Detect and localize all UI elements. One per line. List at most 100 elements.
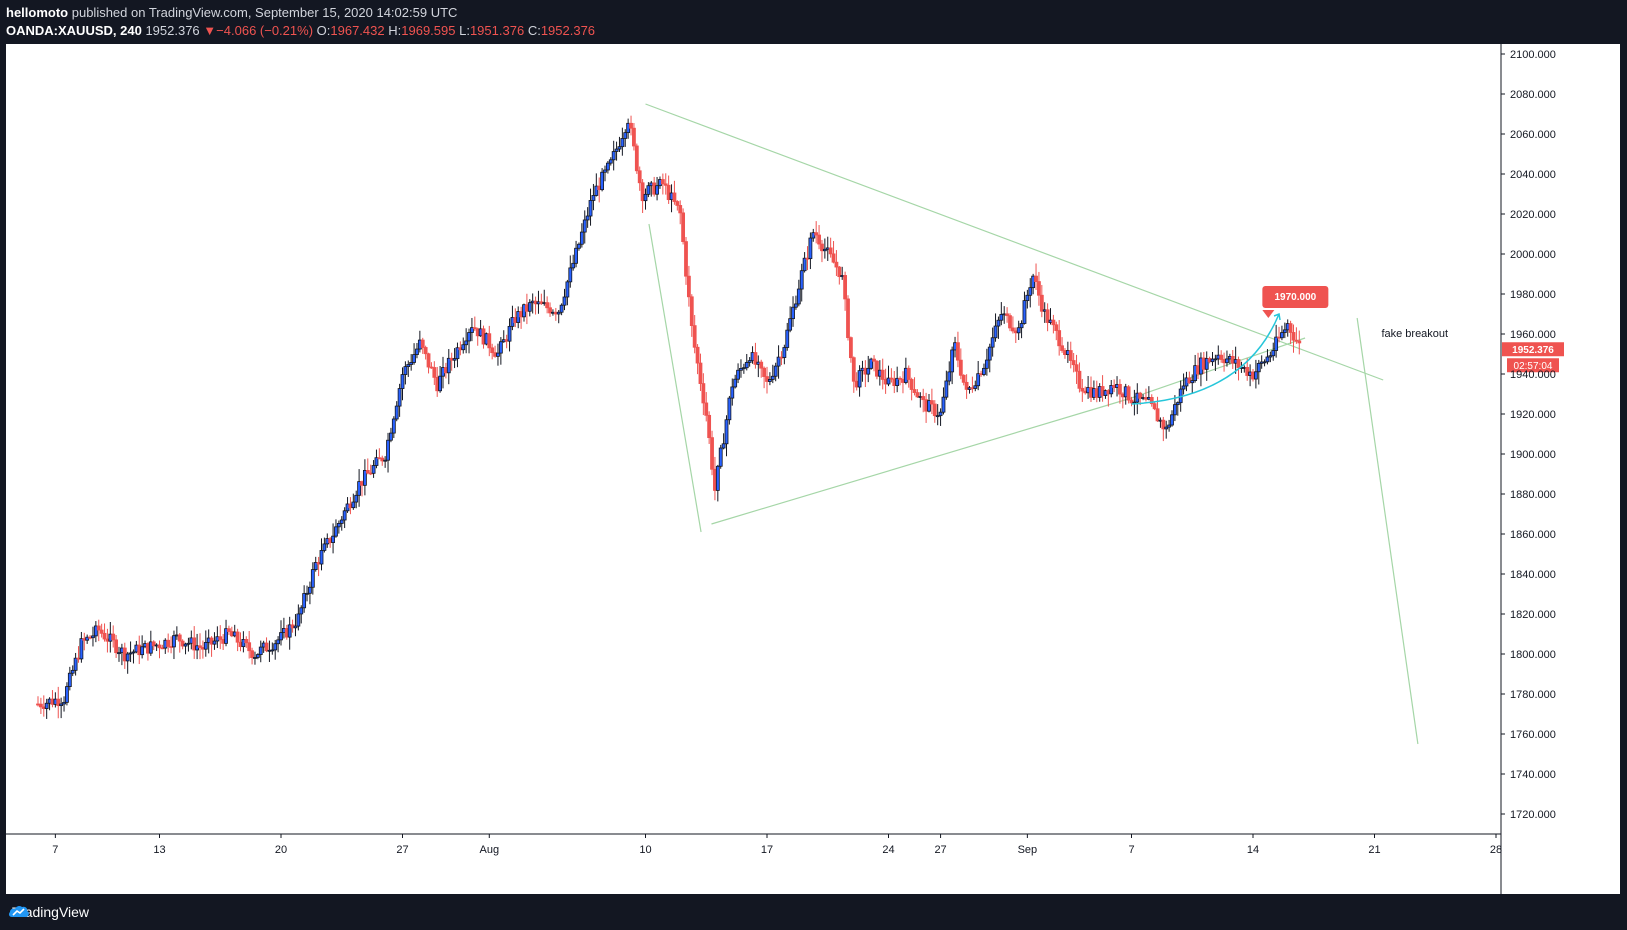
candle-body: [400, 374, 405, 389]
x-tick-label: 14: [1247, 844, 1259, 856]
trendline[interactable]: [711, 397, 1132, 525]
candle-body: [218, 636, 223, 640]
candle-body: [1190, 380, 1195, 384]
candle-body: [331, 535, 335, 543]
candle-body: [698, 362, 703, 384]
candle-body: [177, 634, 182, 642]
y-tick-label: 1860.000: [1510, 529, 1556, 541]
trendline[interactable]: [648, 223, 702, 533]
candle-body: [773, 365, 778, 377]
candle-body: [603, 169, 607, 173]
fake-breakout-note[interactable]: fake breakout: [1381, 328, 1448, 340]
y-tick-label: 2000.000: [1510, 249, 1556, 261]
candle-body: [131, 651, 136, 654]
x-tick-label: 21: [1368, 844, 1380, 856]
price-badge[interactable]: [1262, 286, 1329, 308]
y-tick-label: 1800.000: [1510, 649, 1556, 661]
candle-body: [851, 357, 856, 382]
candle-body: [308, 586, 312, 594]
trendline[interactable]: [645, 103, 1384, 381]
tradingview-logo[interactable]: TradingView: [8, 904, 89, 920]
candle-body: [814, 232, 819, 236]
candle-body: [1253, 371, 1258, 380]
candle-body: [828, 247, 833, 255]
down-triangle-icon: ▼: [203, 23, 217, 38]
projection-arrow[interactable]: [1131, 313, 1280, 405]
candle-body: [1280, 332, 1284, 339]
x-tick-label: 28: [1490, 844, 1502, 856]
candle-body: [588, 200, 593, 217]
candle-body: [186, 642, 191, 645]
candle-body: [1219, 354, 1224, 360]
low-value: 1951.376: [469, 23, 525, 38]
candle-body: [151, 641, 156, 647]
price-badge-label: 1970.000: [1274, 292, 1316, 303]
candle-body: [678, 205, 683, 214]
candle-body: [568, 267, 573, 283]
symbol-label[interactable]: OANDA:XAUUSD, 240: [6, 23, 142, 38]
candle-body: [973, 385, 978, 389]
candle-body: [660, 179, 665, 185]
candle-body: [148, 641, 153, 654]
annotations: 1970.000 fake breakout 1952.376 02:57:04: [1131, 286, 1564, 405]
author-name[interactable]: hellomoto: [6, 5, 69, 20]
trendline[interactable]: [1356, 317, 1419, 745]
candle-body: [371, 465, 376, 474]
x-tick-label: 24: [882, 844, 894, 856]
candle-body: [1034, 275, 1038, 282]
candle-body: [1068, 350, 1073, 361]
candle-body: [872, 358, 876, 362]
candle-body: [362, 470, 367, 486]
candle-body: [423, 347, 428, 355]
candle-body: [1126, 386, 1131, 401]
candle-body: [1109, 385, 1114, 395]
candle-body: [299, 607, 304, 615]
x-tick-label: 27: [396, 844, 408, 856]
candle-body: [310, 569, 315, 588]
candle-body: [736, 369, 740, 380]
candle-body: [767, 379, 772, 382]
candle-body: [695, 346, 700, 364]
candle-body: [1060, 345, 1064, 351]
candle-body: [255, 654, 260, 658]
candle-body: [302, 593, 307, 609]
x-tick-label: 13: [153, 844, 165, 856]
candle-body: [686, 275, 691, 298]
candle-body: [1028, 287, 1033, 296]
candle-body: [848, 337, 853, 359]
candle-body: [1057, 330, 1062, 347]
y-tick-label: 1780.000: [1510, 689, 1556, 701]
candle-body: [235, 631, 240, 643]
candle-body: [999, 314, 1004, 321]
candle-body: [99, 629, 104, 634]
candle-body: [276, 639, 281, 645]
candle-body: [1155, 408, 1160, 422]
candle-body: [527, 302, 532, 312]
candle-body: [822, 248, 827, 252]
price-change: −4.066 (−0.21%): [216, 23, 314, 38]
candle-body: [724, 419, 729, 445]
candle-body: [406, 364, 411, 367]
candle-body: [1170, 414, 1174, 426]
candle-body: [264, 642, 269, 652]
countdown-label: 02:57:04: [1514, 361, 1553, 372]
candle-body: [701, 383, 706, 404]
candle-body: [744, 362, 749, 369]
publish-text: published on TradingView.com, September …: [71, 5, 458, 20]
candle-body: [545, 302, 550, 309]
candle-body: [1045, 309, 1050, 323]
chart-area[interactable]: 1970.000 fake breakout 1952.376 02:57:04 17…: [6, 44, 1620, 894]
candle-body: [869, 358, 874, 369]
candle-body: [342, 510, 347, 521]
candle-body: [591, 195, 596, 201]
price-chart[interactable]: 1970.000 fake breakout 1952.376 02:57:04 17…: [6, 44, 1620, 894]
candle-body: [1210, 358, 1215, 363]
candle-body: [1265, 356, 1270, 363]
candle-body: [102, 632, 107, 640]
candle-body: [961, 374, 966, 383]
candle-body: [140, 646, 145, 656]
candle-body: [704, 402, 709, 416]
low-label: L:: [459, 23, 470, 38]
candle-body: [605, 162, 610, 171]
candle-body: [44, 702, 49, 709]
